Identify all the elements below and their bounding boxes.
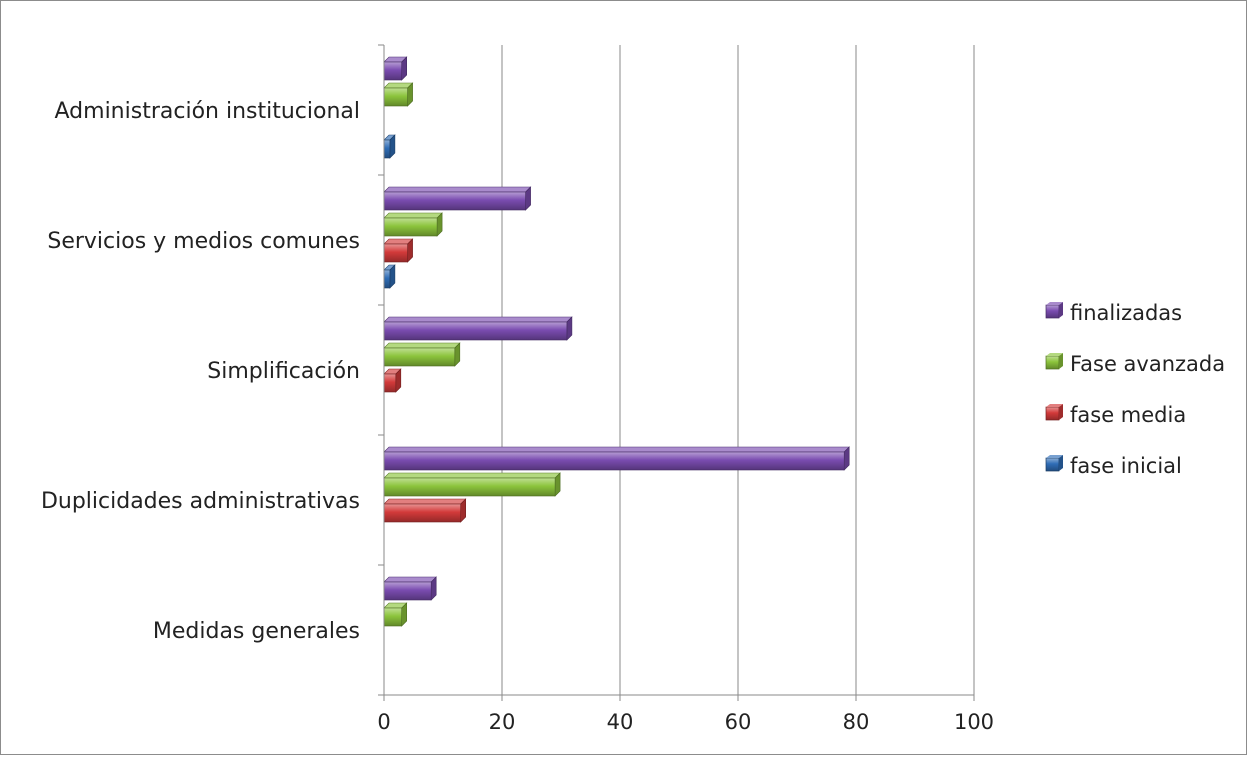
bar-finalizadas-medidas-generales (384, 577, 436, 600)
category-label-medidas-generales: Medidas generales (153, 619, 360, 644)
bar-fase-media-servicios-y-medios-comunes (384, 239, 413, 262)
bars-layer (384, 57, 849, 626)
axis-layer (378, 45, 974, 701)
legend-item-fase-inicial: fase inicial (1046, 454, 1182, 478)
legend-item-finalizadas: finalizadas (1046, 301, 1182, 325)
bar-fase-avanzada-duplicidades-administrativas (384, 473, 560, 496)
legend-item-fase-avanzada: Fase avanzada (1046, 352, 1225, 376)
bar-fase-avanzada-servicios-y-medios-comunes (384, 213, 442, 236)
bar-fase-media-simplificacion (384, 369, 401, 392)
bar-fase-media-duplicidades-administrativas (384, 499, 466, 522)
bar-fase-avanzada-simplificacion (384, 343, 460, 366)
x-tick-labels: 0 20 40 60 80 100 (377, 710, 994, 734)
legend-label-fase-media: fase media (1070, 403, 1186, 427)
bar-fase-avanzada-medidas-generales (384, 603, 407, 626)
legend-item-fase-media: fase media (1046, 403, 1186, 427)
bar-finalizadas-simplificacion (384, 317, 572, 340)
category-label-servicios-y-medios-comunes: Servicios y medios comunes (47, 229, 360, 254)
bar-fase-avanzada-administracion-institucional (384, 83, 413, 106)
grid-layer (502, 45, 974, 695)
x-tick-label-0: 0 (377, 710, 390, 734)
x-tick-label-80: 80 (843, 710, 870, 734)
bar-finalizadas-servicios-y-medios-comunes (384, 187, 531, 210)
category-labels: Medidas generales Duplicidades administra… (41, 99, 360, 644)
category-label-duplicidades-administrativas: Duplicidades administrativas (41, 489, 360, 514)
x-tick-label-60: 60 (725, 710, 752, 734)
x-tick-label-100: 100 (954, 710, 994, 734)
bar-finalizadas-duplicidades-administrativas (384, 447, 849, 470)
legend-swatch-fase-inicial (1046, 455, 1063, 471)
bar-fase-inicial-servicios-y-medios-comunes (384, 265, 395, 288)
x-tick-label-40: 40 (607, 710, 634, 734)
legend: finalizadas Fase avanzada fase media fase i… (1046, 301, 1225, 478)
bar-fase-inicial-administracion-institucional (384, 135, 395, 158)
legend-swatch-fase-avanzada (1046, 353, 1063, 369)
legend-label-fase-avanzada: Fase avanzada (1070, 352, 1225, 376)
legend-label-finalizadas: finalizadas (1070, 301, 1182, 325)
bar-finalizadas-administracion-institucional (384, 57, 407, 80)
legend-swatch-fase-media (1046, 404, 1063, 420)
legend-swatch-finalizadas (1046, 302, 1063, 318)
category-label-administracion-institucional: Administración institucional (55, 99, 360, 124)
legend-label-fase-inicial: fase inicial (1070, 454, 1182, 478)
x-tick-label-20: 20 (489, 710, 516, 734)
category-label-simplificacion: Simplificación (207, 359, 360, 384)
